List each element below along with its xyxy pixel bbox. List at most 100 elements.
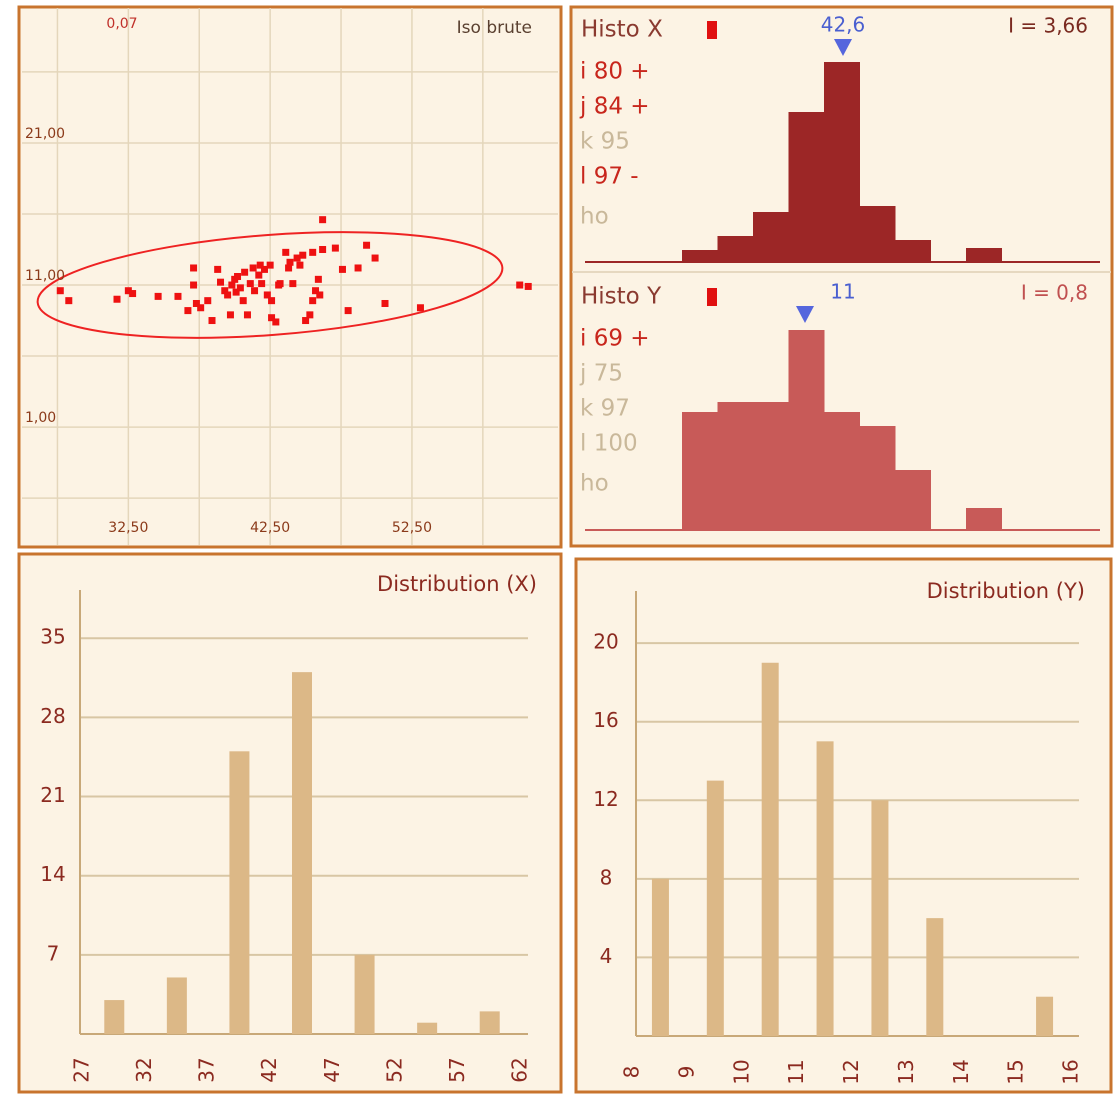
x-tick-label: 12 [839, 1059, 863, 1084]
histo-title: Histo Y [581, 284, 662, 310]
point [289, 280, 297, 288]
x-tick-label: 52,50 [392, 520, 432, 536]
bar [166, 977, 187, 1034]
point [302, 317, 310, 325]
x-tick-label: 32,50 [108, 520, 148, 536]
x-tick-label: 10 [729, 1059, 753, 1084]
x-tick-label: 42,50 [250, 520, 290, 536]
bar [682, 412, 718, 530]
point [272, 318, 280, 326]
point [416, 304, 424, 312]
bar [824, 412, 860, 530]
bar [753, 402, 789, 530]
annotation: 0,07 [106, 16, 137, 32]
legend-item: i 80 + [580, 59, 650, 85]
point [282, 248, 290, 256]
point [190, 264, 198, 272]
y-tick-label: 7 [47, 941, 60, 965]
y-tick-label: 16 [593, 708, 618, 732]
bar [859, 206, 896, 262]
x-tick-label: 42 [257, 1057, 281, 1082]
x-tick-label: 13 [894, 1059, 918, 1084]
y-tick-label: 12 [593, 787, 618, 811]
histo-title: Histo X [581, 17, 663, 43]
point [363, 241, 371, 249]
bar [871, 800, 889, 1036]
point [309, 248, 317, 256]
mean-label: 42,6 [821, 13, 866, 37]
point [381, 299, 389, 307]
x-tick-label: 14 [949, 1059, 973, 1084]
point [192, 299, 200, 307]
stat-label: I = 0,8 [1021, 281, 1088, 305]
point [296, 261, 304, 269]
bar [229, 751, 250, 1034]
bar [651, 878, 669, 1036]
bar [479, 1011, 500, 1034]
scatter-grid [22, 8, 558, 545]
point [184, 307, 192, 315]
bar [788, 330, 825, 530]
y-tick-label: 11,00 [25, 268, 65, 284]
bar [292, 672, 312, 1034]
bar [354, 954, 375, 1034]
point [65, 297, 73, 305]
bar [926, 918, 944, 1036]
point [232, 288, 240, 296]
point [258, 280, 266, 288]
bar [753, 212, 789, 262]
point [249, 264, 257, 272]
bar [895, 470, 931, 530]
point [268, 297, 276, 305]
point [263, 291, 271, 299]
point [129, 290, 137, 298]
point [241, 268, 249, 276]
y-tick-label: 20 [593, 630, 618, 654]
point [371, 254, 379, 262]
point [208, 317, 216, 325]
point [319, 216, 327, 224]
y-tick-label: 4 [600, 944, 613, 968]
point [239, 297, 247, 305]
x-tick-label: 37 [195, 1057, 219, 1082]
point [312, 287, 320, 295]
point [217, 278, 225, 286]
bar [966, 248, 1002, 262]
point [234, 273, 242, 280]
point [190, 281, 198, 289]
bar [1036, 996, 1054, 1036]
point [214, 265, 222, 273]
point [124, 287, 132, 295]
y-tick-label: 8 [600, 865, 613, 889]
point [228, 281, 236, 289]
bar [824, 62, 860, 262]
point [331, 244, 339, 252]
point [226, 311, 234, 319]
stat-label: I = 3,66 [1008, 14, 1088, 38]
point [338, 265, 346, 273]
point [236, 284, 244, 292]
title-marker [707, 21, 717, 39]
legend-item: l 97 - [580, 164, 639, 190]
x-tick-label: 16 [1059, 1059, 1083, 1084]
legend-item: l 100 [580, 431, 638, 457]
point [246, 280, 254, 288]
point [224, 291, 232, 299]
mean-marker [834, 39, 852, 56]
point [276, 280, 284, 288]
bar [104, 1000, 125, 1034]
x-tick-label: 8 [620, 1066, 644, 1079]
bar [788, 112, 825, 262]
point [319, 246, 327, 254]
legend-item: j 84 + [579, 94, 650, 120]
y-tick-label: 1,00 [25, 410, 56, 426]
point [255, 271, 263, 279]
y-tick-label: 35 [40, 625, 65, 649]
distribution-x-panel [17, 552, 563, 1094]
x-tick-label: 11 [784, 1059, 808, 1084]
point [251, 287, 259, 295]
x-tick-label: 62 [508, 1057, 532, 1082]
point [221, 287, 229, 295]
x-tick-label: 52 [382, 1057, 406, 1082]
